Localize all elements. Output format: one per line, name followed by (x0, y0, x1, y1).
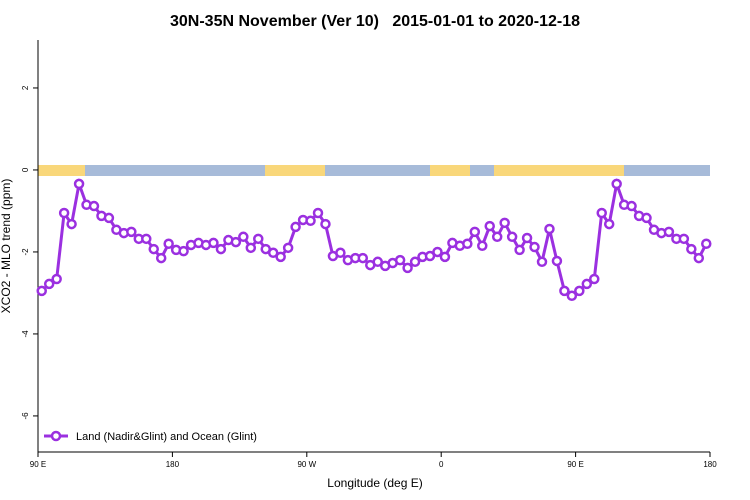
data-point (701, 238, 712, 249)
x-axis-label: Longitude (deg E) (327, 476, 422, 490)
data-point (439, 251, 451, 263)
data-point (163, 238, 174, 249)
data-point (566, 290, 578, 302)
y-tick-label: -2 (21, 248, 30, 256)
data-point (581, 278, 593, 290)
data-point (544, 223, 555, 235)
data-point (208, 237, 219, 249)
data-point (43, 278, 55, 290)
land-band (494, 165, 624, 176)
x-tick-label: 180 (703, 460, 717, 469)
data-point (245, 242, 257, 254)
x-tick-label: 90 E (30, 460, 46, 469)
data-point (126, 226, 137, 238)
data-point (529, 241, 540, 253)
data-point (462, 238, 473, 249)
ocean-band (38, 165, 710, 176)
data-point (394, 254, 406, 266)
data-point (514, 244, 525, 256)
x-tick-label: 180 (166, 460, 180, 469)
data-point (559, 285, 570, 297)
data-point (290, 221, 301, 233)
y-tick-label: 0 (21, 167, 30, 172)
data-point (693, 252, 705, 264)
data-point (372, 256, 383, 268)
data-point (409, 256, 421, 268)
data-point (36, 285, 47, 297)
data-point (267, 247, 279, 259)
legend-marker (50, 430, 62, 442)
data-point (574, 285, 585, 297)
data-point (589, 273, 600, 285)
data-point (335, 247, 346, 259)
data-point (141, 233, 152, 245)
x-tick-label: 90 E (567, 460, 583, 469)
data-point (678, 233, 690, 245)
data-point (312, 207, 324, 219)
land-band (430, 165, 470, 176)
data-point (641, 212, 652, 224)
data-point (477, 240, 488, 252)
data-point (230, 236, 242, 248)
data-point (551, 255, 563, 267)
chart-title: 30N-35N November (Ver 10) 2015-01-01 to … (170, 13, 580, 30)
land-ocean-strip (38, 165, 710, 176)
data-point (148, 243, 159, 255)
data-point (603, 218, 615, 230)
data-point (238, 231, 249, 243)
data-point (66, 218, 77, 230)
data-point (432, 246, 443, 258)
data-point (596, 207, 607, 219)
data-point (178, 245, 189, 257)
y-tick-label: -6 (21, 412, 30, 420)
data-point (275, 251, 286, 263)
data-point (469, 226, 481, 238)
data-point (626, 200, 637, 212)
data-point (611, 178, 622, 190)
data-point (51, 273, 62, 285)
land-band (38, 165, 85, 176)
data-point (155, 252, 167, 264)
x-tick-label: 90 W (297, 460, 316, 469)
data-point (320, 218, 331, 230)
data-point (215, 243, 227, 255)
data-point (686, 243, 697, 255)
data-point (73, 178, 85, 190)
data-point (536, 256, 548, 268)
x-tick-label: 0 (439, 460, 444, 469)
y-tick-label: -4 (21, 330, 30, 338)
data-point (253, 233, 264, 245)
data-point (58, 207, 70, 219)
data-point (491, 231, 503, 243)
data-point (484, 220, 495, 232)
land-band (265, 165, 325, 176)
data-point (424, 250, 436, 262)
data-point (521, 232, 533, 244)
y-axis-label: XCO2 - MLO trend (ppm) (0, 179, 13, 314)
legend-label: Land (Nadir&Glint) and Ocean (Glint) (76, 431, 257, 443)
data-point (103, 212, 115, 224)
y-tick-label: 2 (21, 85, 30, 90)
data-point (402, 262, 413, 274)
data-point (506, 231, 518, 243)
data-point (88, 200, 100, 212)
data-point (499, 217, 510, 229)
data-point (663, 226, 675, 238)
data-point (305, 215, 316, 227)
data-point (357, 252, 369, 264)
data-point (282, 242, 294, 254)
